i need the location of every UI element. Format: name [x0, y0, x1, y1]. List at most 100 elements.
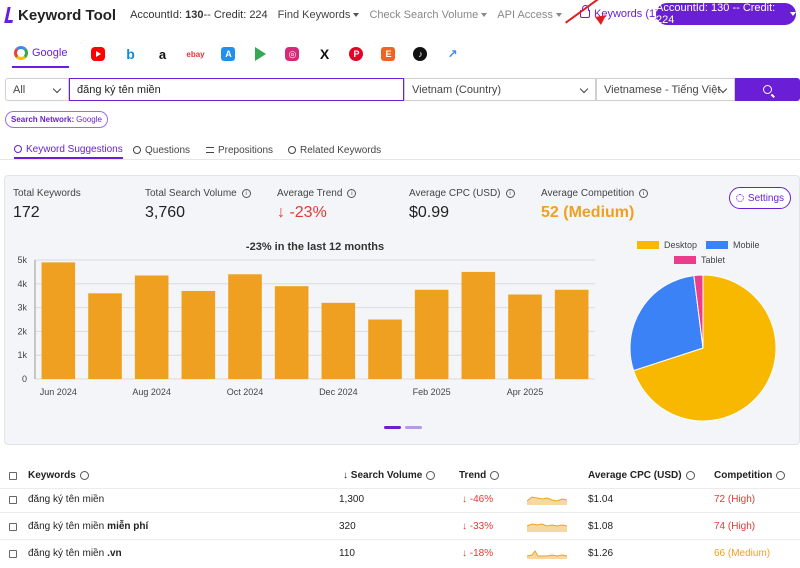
info-icon[interactable]	[490, 471, 500, 480]
pinterest-icon[interactable]: P	[349, 47, 364, 61]
pie-slice-mobile[interactable]	[629, 275, 704, 372]
x-icon[interactable]: X	[319, 46, 330, 62]
table-row[interactable]: đăng ký tên miền 1,300 ↓ -46% $1.04 72 (…	[0, 486, 800, 513]
bing-icon[interactable]: b	[126, 46, 135, 62]
location-value: Vietnam (Country)	[412, 83, 502, 96]
instagram-icon[interactable]: ◎	[285, 47, 300, 61]
competition-cell: 74 (High)	[714, 513, 755, 540]
carousel-dot[interactable]	[405, 426, 422, 429]
youtube-icon[interactable]	[91, 47, 106, 61]
search-button[interactable]	[735, 78, 800, 101]
keyword-cell[interactable]: đăng ký tên miền	[28, 486, 104, 513]
header-search-volume[interactable]: ↓ Search Volume	[343, 462, 436, 489]
info-icon[interactable]	[776, 471, 786, 480]
tab-keyword-suggestions[interactable]: Keyword Suggestions	[14, 141, 123, 159]
table-row[interactable]: đăng ký tên miền .vn 110 ↓ -18% $1.26 66 …	[0, 540, 800, 567]
list-icon	[206, 147, 214, 153]
chart-title: -23% in the last 12 months	[246, 241, 384, 253]
header-competition[interactable]: Competition	[714, 462, 786, 489]
ebay-icon[interactable]: ebay	[186, 49, 205, 59]
legend-mobile[interactable]: Mobile	[706, 240, 760, 250]
stat-label: Total Keywords	[13, 188, 81, 199]
bar[interactable]	[134, 275, 169, 379]
trends-icon[interactable]: ↗	[447, 47, 458, 61]
keyword-text: đăng ký tên miền	[28, 548, 105, 559]
logo[interactable]: Keyword Tool	[4, 7, 116, 24]
play-store-icon[interactable]	[253, 47, 267, 61]
legend-tablet[interactable]: Tablet	[674, 255, 725, 265]
select-all-checkbox[interactable]	[9, 471, 17, 480]
tab-related-keywords[interactable]: Related Keywords	[288, 141, 381, 159]
stat-value: 52 (Medium)	[541, 204, 635, 221]
info-icon[interactable]: i	[639, 189, 649, 198]
tab-prepositions[interactable]: Prepositions	[206, 141, 273, 159]
settings-label: Settings	[747, 192, 785, 204]
bar[interactable]	[461, 271, 496, 379]
pie-slice-tablet[interactable]	[693, 274, 704, 349]
bar[interactable]	[274, 286, 309, 379]
keyword-cell[interactable]: đăng ký tên miền .vn	[28, 540, 122, 567]
pie-slice-desktop[interactable]	[632, 274, 777, 422]
search-type-select[interactable]: All	[5, 78, 69, 101]
stat-label: Average Trend	[277, 188, 343, 199]
nav-api-access[interactable]: API Access	[497, 9, 562, 21]
header-trend[interactable]: Trend	[459, 462, 500, 489]
account-pill-label: AccountId: 130 -- Credit: 224	[656, 2, 776, 26]
keyword-cell[interactable]: đăng ký tên miền miễn phí	[28, 513, 148, 540]
settings-button[interactable]: Settings	[729, 187, 791, 209]
cpc-text: $1.04	[588, 494, 614, 505]
trend-cell: ↓ -46%	[462, 486, 493, 513]
bar[interactable]	[554, 289, 589, 379]
nav-find-keywords[interactable]: Find Keywords	[278, 9, 360, 21]
table-header: Keywords ↓ Search Volume Trend Average C…	[0, 462, 800, 489]
cpc-text: $1.08	[588, 521, 614, 532]
header-average-cpc[interactable]: Average CPC (USD)	[588, 462, 695, 489]
info-icon[interactable]	[79, 471, 89, 480]
carousel-dot-active[interactable]	[384, 426, 401, 429]
info-icon[interactable]: i	[505, 189, 515, 198]
language-select[interactable]: Vietnamese - Tiếng Việt	[596, 78, 735, 101]
search-bar: All đăng ký tên miền Vietnam (Country) V…	[5, 78, 800, 101]
bar[interactable]	[41, 262, 76, 379]
bar[interactable]	[414, 289, 449, 379]
search-type-value: All	[13, 83, 26, 96]
keywords-basket-label: Keywords (1)	[594, 8, 659, 20]
nav-check-search-volume[interactable]: Check Search Volume	[369, 9, 488, 21]
app-store-icon[interactable]: A	[221, 47, 236, 61]
x-tick-label: Dec 2024	[319, 387, 358, 397]
tab-questions[interactable]: Questions	[133, 141, 190, 159]
keyword-input[interactable]: đăng ký tên miền	[69, 78, 404, 101]
table-row[interactable]: đăng ký tên miền miễn phí 320 ↓ -33% $1.0…	[0, 513, 800, 540]
header-keywords[interactable]: Keywords	[28, 462, 89, 489]
legend-swatch	[706, 241, 728, 249]
row-checkbox[interactable]	[9, 495, 17, 504]
location-select[interactable]: Vietnam (Country)	[404, 78, 596, 101]
search-network-badge[interactable]: Search Network: Google	[5, 111, 108, 128]
legend-desktop[interactable]: Desktop	[637, 240, 697, 250]
bar[interactable]	[228, 274, 262, 379]
info-icon[interactable]	[685, 471, 695, 480]
row-checkbox[interactable]	[9, 549, 17, 558]
x-tick-label: Oct 2024	[227, 387, 264, 397]
tiktok-icon[interactable]: ♪	[413, 47, 428, 61]
row-checkbox[interactable]	[9, 522, 17, 531]
trend-sparkline	[527, 550, 567, 559]
volume-cell: 1,300	[339, 486, 364, 513]
y-tick-label: 1k	[17, 350, 27, 360]
info-icon[interactable]	[426, 471, 436, 480]
bar[interactable]	[321, 302, 356, 379]
account-menu-button[interactable]: AccountId: 130 -- Credit: 224	[656, 2, 796, 26]
bar[interactable]	[508, 294, 542, 379]
platform-tab-google[interactable]: Google	[12, 40, 70, 68]
stat-average-trend: Average Trend i ↓ -23%	[277, 188, 357, 222]
etsy-icon[interactable]: E	[381, 47, 396, 61]
info-icon[interactable]: i	[347, 189, 357, 198]
amazon-icon[interactable]: a	[158, 46, 167, 62]
bar[interactable]	[181, 290, 216, 379]
platform-tabs: Google b a ebay A ◎ X P E ♪ ↗	[0, 40, 800, 68]
bar[interactable]	[368, 319, 402, 380]
keywords-basket-link[interactable]: Keywords (1)	[580, 5, 659, 20]
info-icon[interactable]: i	[241, 189, 251, 198]
bar[interactable]	[88, 293, 122, 379]
header-label: Trend	[459, 470, 487, 481]
